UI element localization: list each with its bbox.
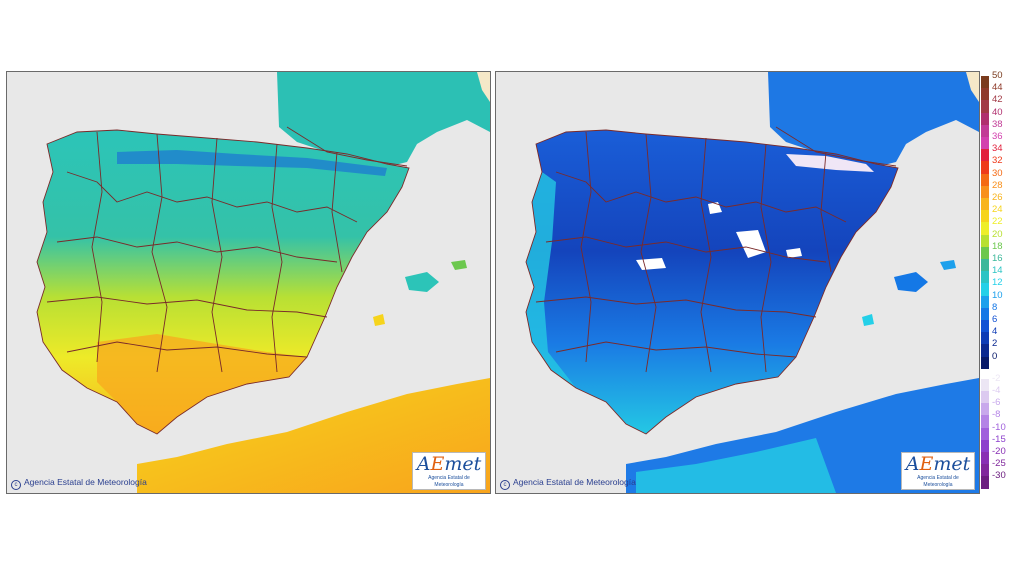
min-temperature-map: c Agencia Estatal de Meteorología AEmet A… — [495, 71, 980, 494]
legend-label: 4 — [992, 326, 998, 338]
legend-swatch — [981, 378, 989, 391]
legend-swatch — [981, 415, 989, 428]
legend-swatch — [981, 124, 989, 137]
legend-swatch — [981, 149, 989, 162]
legend-swatch — [981, 76, 989, 89]
legend-label: -10 — [992, 421, 1006, 433]
map-left-graphic — [7, 72, 490, 493]
legend-label: 42 — [992, 94, 1003, 106]
legend-swatch — [981, 476, 989, 489]
legend-swatch — [981, 295, 989, 308]
legend-swatch — [981, 452, 989, 465]
legend-label: 32 — [992, 155, 1003, 167]
legend-label: 50 — [992, 70, 1003, 81]
legend-swatch — [981, 198, 989, 211]
legend-swatch — [981, 234, 989, 247]
legend-swatch — [981, 271, 989, 284]
legend-swatch — [981, 427, 989, 440]
legend-swatch — [981, 88, 989, 101]
legend-swatch — [981, 464, 989, 477]
legend-swatch — [981, 100, 989, 113]
legend-swatch — [981, 332, 989, 345]
legend-label: 10 — [992, 289, 1003, 301]
legend-label: -30 — [992, 470, 1006, 482]
legend-swatch — [981, 222, 989, 235]
legend-label: 14 — [992, 265, 1003, 277]
legend-swatch — [981, 210, 989, 223]
legend-swatch — [981, 173, 989, 186]
legend-swatch — [981, 283, 989, 296]
legend-swatch — [981, 161, 989, 174]
legend-label: -6 — [992, 397, 1001, 409]
legend-label: -25 — [992, 458, 1006, 470]
copyright-notice: c Agencia Estatal de Meteorología — [500, 477, 636, 490]
legend-swatch — [981, 344, 989, 357]
legend-label: 44 — [992, 82, 1003, 94]
legend-label: 22 — [992, 216, 1003, 228]
temperature-legend: 50 44 42 40 38 36 34 32 30 28 26 24 22 20 18 16 14 12 10 8 6… — [981, 71, 1021, 489]
legend-label: 2 — [992, 338, 998, 350]
legend-label: 18 — [992, 240, 1003, 252]
legend-label: 36 — [992, 131, 1003, 142]
legend-swatch — [981, 403, 989, 416]
legend-label: -15 — [992, 433, 1006, 445]
legend-label: -2 — [992, 372, 1001, 384]
legend-label: -20 — [992, 446, 1006, 457]
legend-label: 40 — [992, 106, 1003, 118]
copyright-icon: c — [11, 480, 21, 490]
legend-label: 6 — [992, 314, 998, 325]
map-right-graphic — [496, 72, 979, 493]
legend-label: -4 — [992, 385, 1001, 396]
legend-label: 0 — [992, 350, 998, 362]
aemet-logo: AEmet Agencia Estatal de Meteorología — [901, 452, 975, 490]
legend-label: -8 — [992, 409, 1001, 421]
legend-swatch — [981, 439, 989, 452]
legend-label: 28 — [992, 179, 1003, 191]
legend-label: 30 — [992, 167, 1003, 179]
legend-swatch — [981, 246, 989, 259]
legend-label: 34 — [992, 143, 1003, 155]
legend-swatch — [981, 391, 989, 404]
copyright-notice: c Agencia Estatal de Meteorología — [11, 477, 147, 490]
legend-label: 16 — [992, 253, 1003, 264]
legend-label: 20 — [992, 228, 1003, 240]
legend-label: 26 — [992, 192, 1003, 203]
legend-swatch — [981, 137, 989, 150]
max-temperature-map: c Agencia Estatal de Meteorología AEmet A… — [6, 71, 491, 494]
copyright-icon: c — [500, 480, 510, 490]
legend-swatch — [981, 259, 989, 272]
aemet-logo: AEmet Agencia Estatal de Meteorología — [412, 452, 486, 490]
legend-label: 38 — [992, 118, 1003, 130]
legend-label: 24 — [992, 204, 1003, 216]
legend-label: 8 — [992, 301, 998, 313]
legend-swatch — [981, 112, 989, 125]
legend-swatch — [981, 320, 989, 333]
legend-label: 12 — [992, 277, 1003, 289]
legend-swatch — [981, 185, 989, 198]
legend-swatch — [981, 356, 989, 369]
legend-swatch — [981, 307, 989, 320]
